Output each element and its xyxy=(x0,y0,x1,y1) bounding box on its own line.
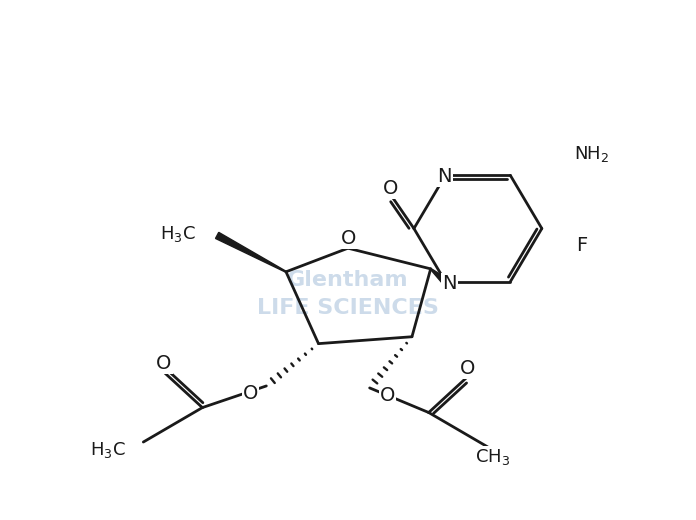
Text: H$_3$C: H$_3$C xyxy=(159,225,196,244)
Text: N: N xyxy=(442,274,457,293)
Text: O: O xyxy=(341,229,356,248)
Text: O: O xyxy=(157,354,172,373)
Text: NH$_2$: NH$_2$ xyxy=(574,144,610,164)
Text: O: O xyxy=(379,386,395,405)
Text: H$_3$C: H$_3$C xyxy=(90,440,125,460)
Text: O: O xyxy=(243,384,258,404)
Text: F: F xyxy=(576,236,587,255)
Text: Glentham
LIFE SCIENCES: Glentham LIFE SCIENCES xyxy=(257,270,439,318)
Polygon shape xyxy=(216,232,286,272)
Polygon shape xyxy=(430,268,448,284)
Text: O: O xyxy=(460,359,476,378)
Text: O: O xyxy=(383,179,398,198)
Text: N: N xyxy=(437,167,452,186)
Text: CH$_3$: CH$_3$ xyxy=(475,447,510,467)
